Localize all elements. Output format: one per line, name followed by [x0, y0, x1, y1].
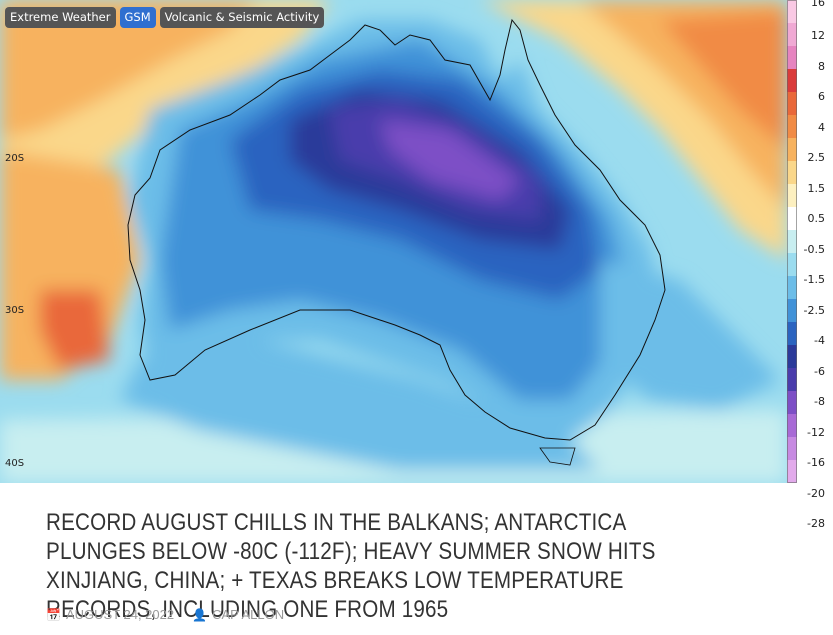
scale-label: 2.5: [807, 151, 826, 164]
latitude-label: 30S: [5, 305, 25, 316]
scale-label: -2.5: [803, 304, 825, 317]
scale-segment: [787, 368, 797, 392]
scale-label: -8: [814, 395, 825, 408]
tag-gsm[interactable]: GSM: [119, 7, 156, 28]
scale-segment: [787, 460, 797, 483]
scale-segment: [787, 161, 797, 185]
scale-label: 6: [818, 90, 825, 103]
color-scale: 16 12 8 6 4 2.5 1.5 0.5 -0.5 -1.5 -2.5 -…: [787, 0, 833, 530]
scale-segment: [787, 299, 797, 323]
scale-segment: [787, 391, 797, 415]
scale-label: -0.5: [803, 243, 825, 256]
scale-label: -28: [807, 517, 825, 530]
scale-label: 12: [811, 29, 825, 42]
scale-segment: [787, 138, 797, 162]
calendar-icon: 📅: [46, 607, 61, 622]
scale-segment: [787, 207, 797, 231]
scale-segment: [787, 345, 797, 369]
scale-segment: [787, 230, 797, 254]
scale-label: 16: [811, 0, 825, 9]
scale-segment: [787, 414, 797, 438]
article-date: AUGUST 24, 2022: [65, 607, 175, 622]
scale-label: -6: [814, 365, 825, 378]
scale-label: 8: [818, 60, 825, 73]
scale-segment: [787, 322, 797, 346]
scale-segment: [787, 69, 797, 93]
article-headline[interactable]: RECORD AUGUST CHILLS IN THE BALKANS; ANT…: [46, 509, 656, 623]
scale-label: -1.5: [803, 273, 825, 286]
temperature-anomaly-map: [0, 0, 787, 483]
scale-segment: [787, 0, 797, 24]
tag-volcanic-seismic[interactable]: Volcanic & Seismic Activity: [159, 7, 325, 28]
scale-segment: [787, 276, 797, 300]
user-icon: 👤: [192, 607, 208, 622]
latitude-label: 20S: [5, 153, 25, 164]
tag-extreme-weather[interactable]: Extreme Weather: [5, 7, 116, 28]
color-scale-bar: [787, 0, 797, 483]
scale-segment: [787, 115, 797, 139]
scale-label: 1.5: [807, 182, 826, 195]
category-tags: Extreme Weather GSM Volcanic & Seismic A…: [5, 7, 325, 28]
scale-segment: [787, 23, 797, 47]
article-meta: 📅 AUGUST 24, 2022 👤 CAP ALLON: [46, 607, 284, 622]
latitude-label: 40S: [5, 458, 25, 469]
scale-segment: [787, 184, 797, 208]
scale-label: 4: [818, 121, 825, 134]
scale-label: -16: [807, 456, 825, 469]
scale-label: -4: [814, 334, 825, 347]
scale-segment: [787, 92, 797, 116]
scale-segment: [787, 437, 797, 461]
article-author[interactable]: CAP ALLON: [212, 607, 285, 622]
scale-segment: [787, 46, 797, 70]
scale-label: -20: [807, 487, 825, 500]
scale-segment: [787, 253, 797, 277]
scale-label: 0.5: [807, 212, 826, 225]
scale-label: -12: [807, 426, 825, 439]
scale-border: [787, 0, 797, 483]
